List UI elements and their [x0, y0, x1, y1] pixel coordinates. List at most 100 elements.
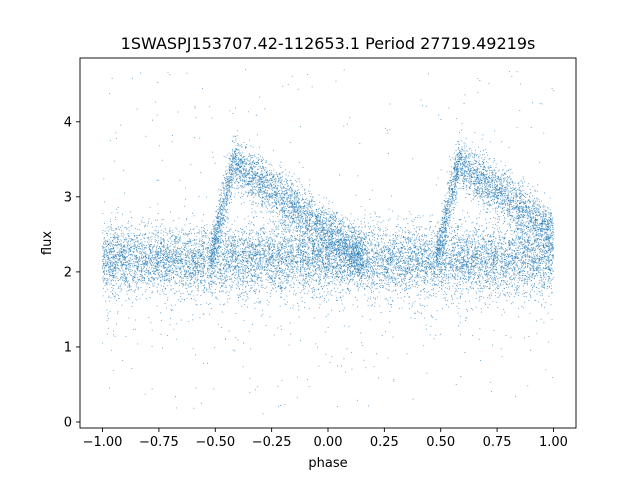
data-point: [256, 231, 258, 233]
data-point: [438, 249, 440, 251]
data-point: [432, 279, 434, 281]
data-point: [479, 270, 481, 272]
data-point: [279, 257, 281, 259]
data-point: [423, 244, 425, 246]
data-point: [470, 272, 472, 274]
data-point: [215, 265, 216, 267]
data-point: [105, 273, 107, 275]
data-point: [455, 258, 457, 260]
data-point: [179, 236, 181, 238]
data-point: [423, 278, 425, 280]
data-point: [546, 259, 548, 261]
data-point: [539, 260, 541, 262]
data-point: [319, 255, 321, 257]
data-point: [166, 234, 168, 236]
data-point: [468, 237, 470, 239]
data-point: [514, 251, 515, 252]
data-point: [281, 291, 283, 292]
data-point: [539, 242, 541, 244]
data-point: [279, 267, 281, 269]
data-point: [399, 250, 401, 252]
data-point: [319, 293, 321, 295]
data-point: [425, 235, 427, 236]
data-point: [247, 259, 249, 261]
data-point: [478, 273, 480, 275]
data-point: [271, 282, 273, 283]
data-point: [150, 246, 152, 247]
data-point: [510, 267, 512, 269]
data-point: [525, 249, 527, 251]
data-point: [268, 246, 270, 248]
data-point: [324, 274, 326, 276]
data-point: [534, 261, 536, 263]
data-point: [114, 275, 116, 277]
data-point: [421, 261, 423, 262]
data-point: [338, 260, 340, 262]
data-point: [451, 268, 453, 270]
data-point: [318, 275, 320, 277]
data-point: [164, 280, 165, 281]
data-point: [506, 249, 508, 251]
data-point: [411, 220, 413, 222]
data-point: [344, 248, 345, 250]
data-point: [463, 260, 465, 262]
data-point: [401, 251, 403, 253]
data-point: [267, 246, 268, 247]
data-point: [415, 274, 417, 276]
data-point: [334, 216, 335, 218]
data-point: [183, 283, 185, 285]
data-point: [128, 249, 130, 251]
data-point: [371, 274, 373, 276]
data-point: [269, 277, 271, 279]
data-point: [374, 257, 376, 258]
data-point: [206, 252, 208, 254]
data-point: [508, 286, 510, 288]
data-point: [203, 248, 204, 250]
data-point: [242, 243, 244, 245]
data-point: [459, 255, 460, 257]
data-point: [143, 263, 145, 265]
data-point: [410, 258, 412, 260]
data-point: [498, 255, 500, 257]
data-point: [345, 245, 347, 247]
data-point: [527, 236, 529, 238]
data-point: [109, 267, 111, 269]
data-point: [450, 226, 452, 228]
data-point: [272, 265, 274, 267]
data-point: [368, 258, 370, 260]
data-point: [136, 250, 138, 252]
data-point: [325, 273, 326, 275]
data-point: [135, 283, 137, 284]
data-point: [337, 233, 339, 235]
data-point: [125, 300, 127, 302]
data-point: [237, 263, 238, 265]
data-point: [405, 265, 407, 267]
data-point: [182, 280, 184, 282]
data-point: [425, 241, 426, 243]
data-point: [190, 274, 192, 276]
data-point: [273, 281, 275, 283]
data-point: [318, 278, 320, 280]
data-point: [175, 257, 177, 258]
data-point: [384, 258, 386, 260]
data-point: [351, 256, 353, 258]
data-point: [300, 271, 301, 273]
data-point: [182, 292, 184, 294]
data-point: [452, 255, 454, 257]
data-point: [172, 253, 174, 255]
data-point: [283, 247, 285, 249]
data-point: [508, 240, 510, 242]
data-point: [481, 290, 483, 292]
data-point: [145, 262, 147, 263]
data-point: [215, 226, 217, 228]
data-point: [529, 269, 531, 271]
data-point: [404, 252, 406, 254]
data-point: [510, 261, 512, 263]
data-point: [162, 261, 163, 263]
data-point: [161, 259, 163, 261]
data-point: [285, 258, 287, 260]
data-point: [141, 280, 142, 282]
data-point: [102, 262, 104, 264]
data-point: [280, 244, 281, 246]
data-point: [521, 257, 523, 259]
